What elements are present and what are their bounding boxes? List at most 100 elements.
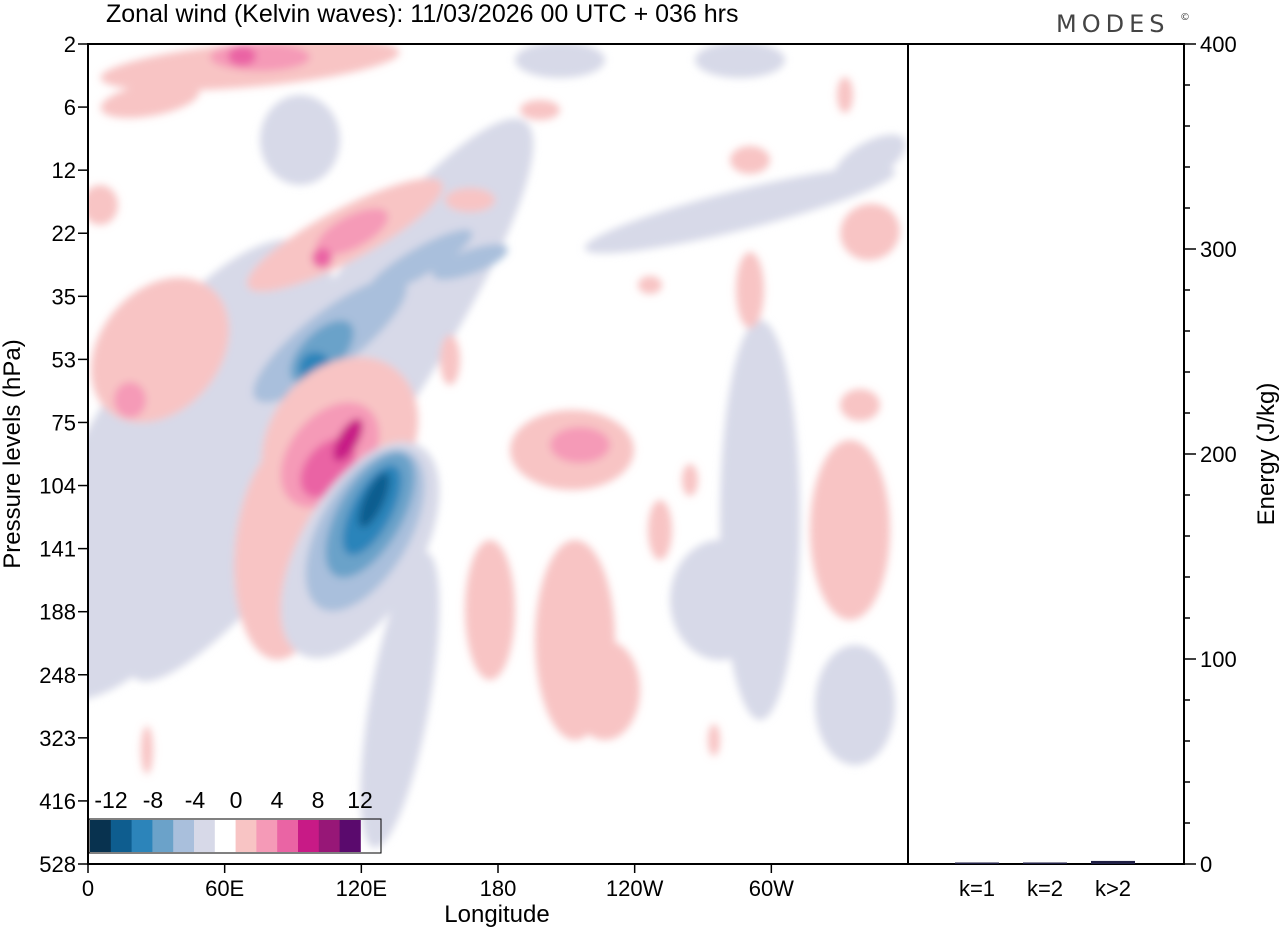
wind-anomaly-region xyxy=(570,640,640,740)
y-tick-label: 323 xyxy=(39,726,76,751)
wind-anomaly-region xyxy=(837,77,853,113)
wind-anomaly-region xyxy=(141,726,153,774)
colorbar-swatch xyxy=(110,820,132,852)
wind-anomaly-region xyxy=(88,185,118,225)
wind-anomaly-region xyxy=(315,208,389,256)
x-tick-label: 0 xyxy=(82,876,94,901)
wind-anomaly-region xyxy=(445,188,495,212)
x-axis-title: Longitude xyxy=(444,901,549,928)
colorbar-swatch xyxy=(131,820,153,852)
wind-anomaly-region xyxy=(312,248,332,268)
wind-anomaly-region xyxy=(695,44,785,78)
energy-axis-title: Energy (J/kg) xyxy=(1253,383,1280,526)
y-tick-label: 528 xyxy=(39,852,76,877)
y-axis-title: Pressure levels (hPa) xyxy=(0,339,26,568)
energy-bar xyxy=(1023,862,1067,864)
y-tick-label: 53 xyxy=(52,347,76,372)
colorbar-swatch xyxy=(256,820,278,852)
energy-tick-label: 300 xyxy=(1200,237,1237,262)
y-tick-label: 22 xyxy=(52,221,76,246)
y-tick-label: 2 xyxy=(64,32,76,57)
energy-category-label: k=1 xyxy=(959,876,995,901)
colorbar-swatch xyxy=(173,820,195,852)
wind-anomaly-region xyxy=(638,276,662,294)
wind-anomaly-region xyxy=(114,382,146,418)
wind-anomaly-region xyxy=(720,320,800,720)
wind-anomaly-region xyxy=(432,244,508,280)
y-tick-label: 75 xyxy=(52,410,76,435)
wind-anomaly-region xyxy=(550,427,610,463)
colorbar-swatch xyxy=(318,820,340,852)
wind-anomaly-region xyxy=(840,389,880,421)
wind-anomaly-region xyxy=(682,464,698,496)
wind-anomaly-region xyxy=(440,335,460,385)
x-tick-label: 120E xyxy=(336,876,387,901)
energy-bars xyxy=(955,860,1135,864)
colorbar-label: 0 xyxy=(230,787,243,813)
wind-anomaly-region xyxy=(708,724,720,756)
wind-anomaly-region xyxy=(333,418,363,462)
wind-anomaly-region xyxy=(358,472,390,528)
y-tick-label: 188 xyxy=(39,600,76,625)
wind-anomaly-region xyxy=(520,100,560,120)
energy-panel-frame xyxy=(907,43,1185,865)
colorbar-swatch xyxy=(90,820,112,852)
wind-anomaly-region xyxy=(736,252,764,328)
wind-anomaly-region xyxy=(210,44,310,71)
y-tick-label: 6 xyxy=(64,95,76,120)
wind-anomaly-region xyxy=(810,440,890,620)
chart-title: Zonal wind (Kelvin waves): 11/03/2026 00… xyxy=(106,0,739,28)
energy-bar xyxy=(955,862,999,864)
energy-bar xyxy=(1091,860,1135,864)
colorbar-label: 8 xyxy=(312,787,325,813)
brand-mark: © xyxy=(1180,12,1190,23)
brand-logo: MODES xyxy=(1056,10,1169,38)
energy-category-label: k>2 xyxy=(1095,876,1131,901)
colorbar-swatch xyxy=(152,820,174,852)
wind-anomaly-region xyxy=(367,229,473,295)
y-tick-label: 35 xyxy=(52,284,76,309)
wind-anomaly-region xyxy=(228,46,256,66)
colorbar-swatch xyxy=(235,820,257,852)
colorbar-swatch xyxy=(194,820,216,852)
pressure-axis: 2 6 12 22 35 53 75 104 141 188 248 323 416 528 xyxy=(39,32,88,877)
colorbar-swatch xyxy=(339,820,361,852)
colorbar-label: -8 xyxy=(143,787,163,813)
energy-tick-label: 200 xyxy=(1200,442,1237,467)
y-tick-label: 416 xyxy=(39,789,76,814)
wind-anomaly-region xyxy=(730,146,770,174)
wind-anomaly-region xyxy=(260,95,340,185)
wind-anomaly-region xyxy=(648,500,672,560)
x-tick-label: 60E xyxy=(205,876,244,901)
wind-anomaly-region xyxy=(100,82,200,118)
colorbar-label: -4 xyxy=(185,787,206,813)
wind-anomaly-region xyxy=(840,203,900,261)
wind-anomaly-region xyxy=(515,44,605,78)
wind-anomaly-region xyxy=(360,552,440,848)
x-tick-label: 60W xyxy=(749,876,794,901)
colorbar-swatch xyxy=(298,820,320,852)
wind-anomaly-region xyxy=(100,470,180,610)
colorbar-swatch xyxy=(277,820,299,852)
energy-bar-labels: k=1 k=2 k>2 xyxy=(959,876,1131,901)
wind-anomaly-region xyxy=(834,134,906,186)
energy-axis: 0 100 200 300 400 xyxy=(1184,32,1237,877)
colorbar-label: 4 xyxy=(271,787,284,813)
y-tick-label: 12 xyxy=(52,158,76,183)
colorbar-label: -12 xyxy=(94,787,127,813)
x-tick-label: 120W xyxy=(606,876,664,901)
energy-tick-label: 0 xyxy=(1200,852,1212,877)
x-tick-label: 180 xyxy=(480,876,517,901)
y-tick-label: 104 xyxy=(39,474,76,499)
y-tick-label: 141 xyxy=(39,537,76,562)
energy-category-label: k=2 xyxy=(1027,876,1063,901)
colorbar-label: 12 xyxy=(347,787,373,813)
energy-tick-label: 400 xyxy=(1200,32,1237,57)
wind-anomaly-region xyxy=(815,645,895,765)
wind-anomaly-region xyxy=(465,540,515,680)
energy-tick-label: 100 xyxy=(1200,647,1237,672)
colorbar-swatch xyxy=(214,820,236,852)
y-tick-label: 248 xyxy=(39,663,76,688)
colorbar xyxy=(90,820,361,852)
